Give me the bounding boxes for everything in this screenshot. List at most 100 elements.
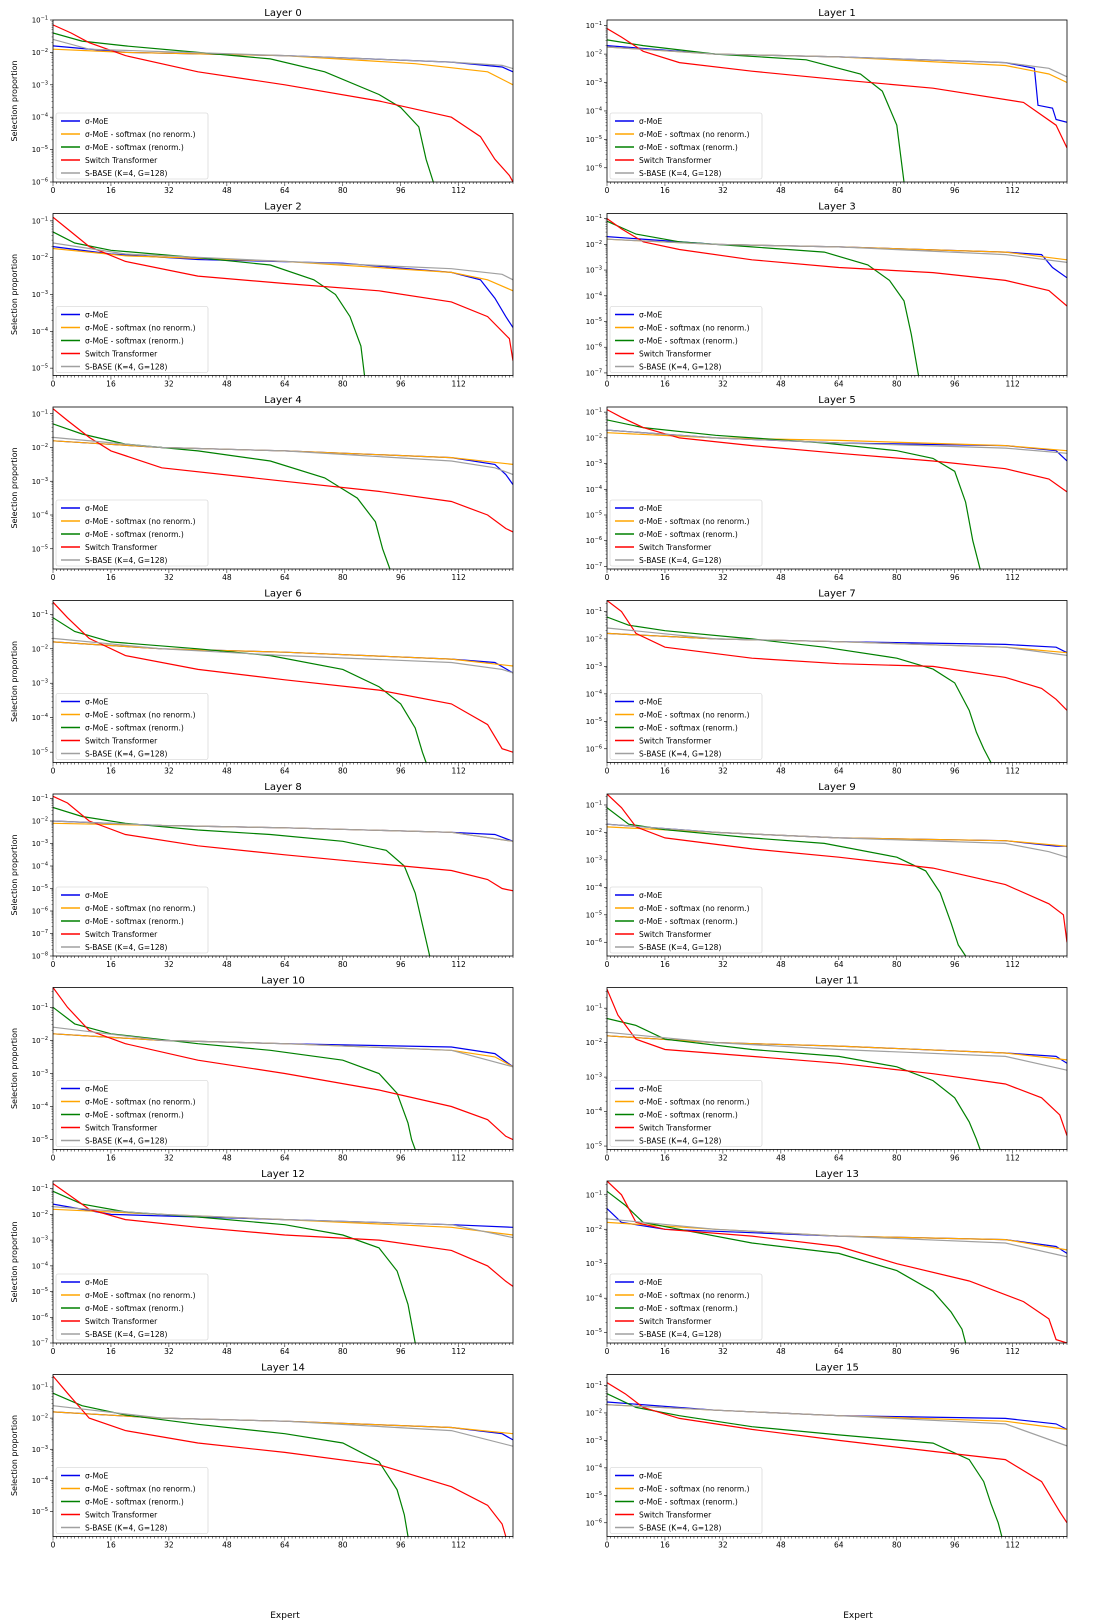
y-tick-exponent: −3 — [595, 459, 602, 465]
legend-entry-label: σ-MoE - softmax (renorm.) — [639, 337, 738, 346]
series-line-3 — [53, 1183, 513, 1287]
y-tick-exponent: −4 — [595, 291, 602, 297]
legend-entry-label: σ-MoE — [85, 1472, 109, 1481]
series-line-2 — [53, 1006, 416, 1150]
x-tick-label: 0 — [605, 1347, 610, 1356]
y-tick-exponent: −7 — [41, 929, 48, 935]
chart-layer-13: Layer 13 0 16 32 48 64 80 96 112 10−5 10−4 10−3 10−2… — [586, 1169, 1068, 1356]
legend-entry-label: S-BASE (K=4, G=128) — [639, 750, 721, 759]
legend-entry-label: σ-MoE - softmax (no renorm.) — [85, 324, 196, 333]
y-tick-label: 10−6 — [586, 938, 602, 947]
y-tick-label: 10−4 — [586, 1294, 602, 1303]
y-tick-exponent: −1 — [41, 409, 48, 415]
legend-entry-label: Switch Transformer — [639, 350, 712, 359]
y-tick-label: 10−2 — [586, 240, 602, 249]
x-tick-label: 32 — [164, 380, 174, 389]
y-tick-exponent: −3 — [595, 1073, 602, 1079]
y-tick-label: 10−1 — [32, 610, 48, 619]
series-line-1 — [607, 432, 1067, 452]
legend-entry-label: σ-MoE - softmax (no renorm.) — [85, 130, 196, 139]
y-tick-label: 10−5 — [586, 135, 602, 144]
y-tick-exponent: −7 — [41, 1339, 48, 1345]
y-tick-label: 10−2 — [32, 443, 48, 452]
x-tick-label: 32 — [164, 1154, 174, 1163]
y-tick-exponent: −1 — [595, 408, 602, 414]
legend-entry-label: σ-MoE — [639, 1085, 663, 1094]
legend-box — [55, 1467, 209, 1534]
legend-box — [55, 886, 209, 954]
x-tick-label: 80 — [892, 960, 902, 969]
legend-entry-label: S-BASE (K=4, G=128) — [639, 1524, 721, 1533]
series-line-2 — [607, 1017, 981, 1150]
x-tick-label: 64 — [834, 960, 844, 969]
y-tick-label: 10−8 — [32, 952, 48, 961]
legend-entry-label: Switch Transformer — [639, 156, 712, 165]
series-line-2 — [53, 1392, 409, 1537]
y-axis-label: Selection proportion — [10, 254, 19, 335]
x-tick-label: 96 — [950, 573, 960, 582]
y-tick-label: 10−1 — [586, 800, 602, 809]
chart-layer-6: Layer 6 Selection proportion 0 16 32 48 64 80 96… — [10, 589, 514, 776]
y-tick-label: 10−5 — [32, 145, 48, 154]
plot-frame — [606, 406, 1068, 570]
series-line-4 — [53, 436, 513, 476]
x-tick-label: 32 — [718, 960, 728, 969]
series-line-4 — [607, 1404, 1067, 1447]
legend-entry-label: σ-MoE — [639, 891, 663, 900]
y-tick-label: 10−6 — [32, 907, 48, 916]
figure-xlabel-right: Expert — [843, 1611, 873, 1621]
x-tick-label: 48 — [222, 1154, 232, 1163]
legend-entry-label: σ-MoE - softmax (renorm.) — [85, 1304, 184, 1313]
x-tick-label: 64 — [834, 767, 844, 776]
y-tick-label: 10−3 — [586, 855, 602, 864]
legend: σ-MoE σ-MoE - softmax (no renorm.) σ-MoE -… — [55, 1080, 209, 1147]
legend-entry-label: σ-MoE - softmax (no renorm.) — [85, 1291, 196, 1300]
y-tick-exponent: −6 — [41, 178, 48, 184]
legend-entry-label: σ-MoE - softmax (no renorm.) — [639, 1098, 750, 1107]
y-tick-exponent: −3 — [595, 1436, 602, 1442]
y-tick-exponent: −5 — [41, 1135, 48, 1141]
x-tick-label: 96 — [396, 767, 406, 776]
chart-title: Layer 15 — [815, 1363, 859, 1374]
series-line-3 — [53, 987, 513, 1141]
legend-entry-label: σ-MoE - softmax (renorm.) — [85, 1111, 184, 1120]
plot-frame — [606, 987, 1068, 1150]
y-tick-label: 10−4 — [586, 689, 602, 698]
series-line-3 — [607, 600, 1067, 711]
legend-entry-label: Switch Transformer — [639, 1124, 712, 1133]
x-tick-label: 48 — [222, 1347, 232, 1356]
y-tick-label: 10−5 — [32, 884, 48, 893]
y-tick-label: 10−1 — [586, 214, 602, 223]
y-tick-label: 10−4 — [32, 862, 48, 871]
legend-entry-label: σ-MoE - softmax (no renorm.) — [639, 904, 750, 913]
y-tick-exponent: −3 — [41, 679, 48, 685]
y-tick-exponent: −5 — [41, 748, 48, 754]
y-tick-label: 10−4 — [586, 1463, 602, 1472]
x-tick-label: 32 — [718, 1541, 728, 1550]
x-tick-label: 112 — [452, 1154, 467, 1163]
x-tick-label: 64 — [834, 380, 844, 389]
legend-entry-label: σ-MoE - softmax (no renorm.) — [639, 711, 750, 720]
x-tick-label: 80 — [892, 1154, 902, 1163]
y-tick-label: 10−5 — [32, 1287, 48, 1296]
x-tick-label: 32 — [718, 186, 728, 195]
y-tick-exponent: −1 — [41, 1003, 48, 1009]
y-tick-label: 10−1 — [32, 216, 48, 225]
y-tick-label: 10−7 — [32, 1339, 48, 1348]
series-line-4 — [53, 242, 513, 281]
y-tick-label: 10−5 — [586, 511, 602, 520]
y-tick-label: 10−3 — [32, 80, 48, 89]
x-tick-label: 16 — [660, 380, 670, 389]
y-tick-exponent: −2 — [595, 433, 602, 439]
plot-frame — [52, 1374, 514, 1537]
series-lines — [607, 1181, 1067, 1343]
series-line-3 — [607, 988, 1067, 1136]
chart-title: Layer 1 — [818, 8, 855, 19]
y-tick-exponent: −6 — [41, 1313, 48, 1319]
y-tick-exponent: −3 — [41, 1069, 48, 1075]
x-tick-label: 64 — [280, 960, 290, 969]
y-tick-label: 10−3 — [32, 1236, 48, 1245]
y-tick-exponent: −2 — [41, 253, 48, 259]
x-tick-label: 112 — [452, 186, 467, 195]
series-line-4 — [607, 823, 1067, 858]
